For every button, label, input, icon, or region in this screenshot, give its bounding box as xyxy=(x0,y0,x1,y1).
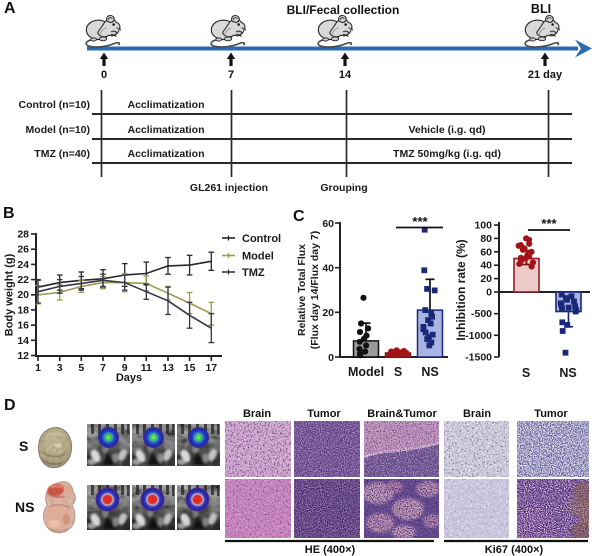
svg-text:40: 40 xyxy=(322,263,334,275)
svg-text:Model: Model xyxy=(348,365,384,379)
svg-text:TMZ (n=40): TMZ (n=40) xyxy=(34,148,90,160)
svg-text:Control (n=10): Control (n=10) xyxy=(19,99,90,111)
svg-text:Acclimatization: Acclimatization xyxy=(127,99,204,111)
svg-text:Brain&Tumor: Brain&Tumor xyxy=(367,408,437,420)
svg-text:Acclimatization: Acclimatization xyxy=(127,148,204,160)
svg-text:Relative Total Flux: Relative Total Flux xyxy=(296,244,308,336)
svg-text:40: 40 xyxy=(480,260,492,272)
svg-text:14: 14 xyxy=(17,335,29,347)
svg-text:1: 1 xyxy=(35,362,41,374)
svg-text:Control: Control xyxy=(242,233,281,245)
svg-text:15: 15 xyxy=(184,362,196,374)
svg-text:20: 20 xyxy=(17,289,29,301)
svg-text:17: 17 xyxy=(205,362,217,374)
svg-text:TMZ: TMZ xyxy=(242,267,265,279)
svg-text:0: 0 xyxy=(101,69,107,81)
svg-text:60: 60 xyxy=(480,246,492,258)
svg-text:21 day: 21 day xyxy=(528,69,563,81)
svg-text:Model (n=10): Model (n=10) xyxy=(26,124,90,136)
svg-text:28: 28 xyxy=(17,229,29,241)
svg-text:12: 12 xyxy=(17,350,29,362)
svg-text:-500: -500 xyxy=(471,308,492,320)
svg-text:22: 22 xyxy=(17,274,29,286)
svg-text:26: 26 xyxy=(17,244,29,256)
svg-text:0: 0 xyxy=(486,287,492,299)
svg-text:TMZ 50mg/kg (i.g. qd): TMZ 50mg/kg (i.g. qd) xyxy=(393,148,501,160)
svg-text:Tumor: Tumor xyxy=(307,408,341,420)
svg-text:S: S xyxy=(394,365,402,379)
svg-text:Tumor: Tumor xyxy=(534,408,568,420)
svg-text:20: 20 xyxy=(480,273,492,285)
svg-text:BLI: BLI xyxy=(531,2,551,16)
svg-text:100: 100 xyxy=(474,220,492,232)
svg-text:(Flux day 14/Flux day 7): (Flux day 14/Flux day 7) xyxy=(309,231,321,349)
svg-text:Acclimatization: Acclimatization xyxy=(127,124,204,136)
svg-text:HE (400×): HE (400×) xyxy=(305,544,356,556)
svg-text:80: 80 xyxy=(480,233,492,245)
svg-text:20: 20 xyxy=(322,307,334,319)
svg-text:Inhibition rate (%): Inhibition rate (%) xyxy=(454,239,468,340)
svg-text:-1500: -1500 xyxy=(465,352,492,364)
svg-text:NS: NS xyxy=(559,366,576,380)
svg-text:Vehicle (i.g. qd): Vehicle (i.g. qd) xyxy=(408,124,485,136)
svg-text:Grouping: Grouping xyxy=(320,182,367,194)
svg-text:BLI/Fecal collection: BLI/Fecal collection xyxy=(287,3,400,17)
svg-text:GL261 injection: GL261 injection xyxy=(190,182,268,194)
svg-text:5: 5 xyxy=(78,362,84,374)
svg-text:Body weight (g): Body weight (g) xyxy=(4,253,16,336)
svg-text:Brain: Brain xyxy=(463,408,491,420)
svg-text:7: 7 xyxy=(228,69,234,81)
svg-text:24: 24 xyxy=(17,259,29,271)
svg-text:18: 18 xyxy=(17,304,29,316)
svg-text:Brain: Brain xyxy=(243,408,271,420)
svg-text:11: 11 xyxy=(141,362,152,374)
svg-text:60: 60 xyxy=(322,218,334,230)
svg-text:Days: Days xyxy=(116,372,142,384)
svg-text:-1000: -1000 xyxy=(465,330,492,342)
svg-text:Ki67 (400×): Ki67 (400×) xyxy=(485,544,544,556)
svg-text:***: *** xyxy=(541,216,557,231)
svg-text:9: 9 xyxy=(122,362,128,374)
svg-text:16: 16 xyxy=(17,320,29,332)
svg-text:14: 14 xyxy=(339,69,352,81)
svg-text:***: *** xyxy=(412,214,428,229)
svg-text:NS: NS xyxy=(421,365,438,379)
svg-text:0: 0 xyxy=(328,352,334,364)
svg-text:Model: Model xyxy=(242,250,274,262)
svg-text:3: 3 xyxy=(57,362,63,374)
svg-text:S: S xyxy=(522,366,530,380)
svg-text:13: 13 xyxy=(162,362,174,374)
svg-text:7: 7 xyxy=(100,362,106,374)
